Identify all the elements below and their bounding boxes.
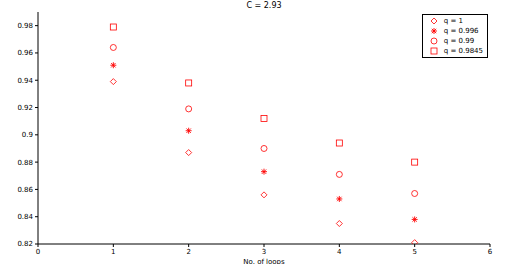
svg-text:2: 2 <box>186 248 190 256</box>
html-text:q = 1: q = 1 <box>443 17 463 25</box>
svg-text:0.86: 0.86 <box>17 186 33 194</box>
html-text:C = 2.93: C = 2.93 <box>246 1 282 10</box>
html-text:q = 0.99: q = 0.99 <box>443 37 475 45</box>
svg-text:5: 5 <box>412 248 416 256</box>
svg-text:0.88: 0.88 <box>17 159 33 167</box>
html-text:q = 0.996: q = 0.996 <box>443 27 479 35</box>
svg-text:0.9: 0.9 <box>22 131 33 139</box>
svg-text:No. of loops: No. of loops <box>243 258 285 264</box>
html-text:q = 0.9845: q = 0.9845 <box>443 47 483 55</box>
svg-text:3: 3 <box>262 248 266 256</box>
svg-text:4: 4 <box>337 248 342 256</box>
svg-text:0.92: 0.92 <box>17 104 33 112</box>
svg-text:0: 0 <box>36 248 40 256</box>
svg-text:1: 1 <box>111 248 115 256</box>
svg-text:0.82: 0.82 <box>17 240 33 248</box>
svg-text:0.96: 0.96 <box>17 49 33 57</box>
svg-text:0.94: 0.94 <box>17 77 33 85</box>
svg-text:6: 6 <box>488 248 493 256</box>
svg-text:0.84: 0.84 <box>17 213 33 221</box>
svg-text:0.98: 0.98 <box>17 22 33 30</box>
